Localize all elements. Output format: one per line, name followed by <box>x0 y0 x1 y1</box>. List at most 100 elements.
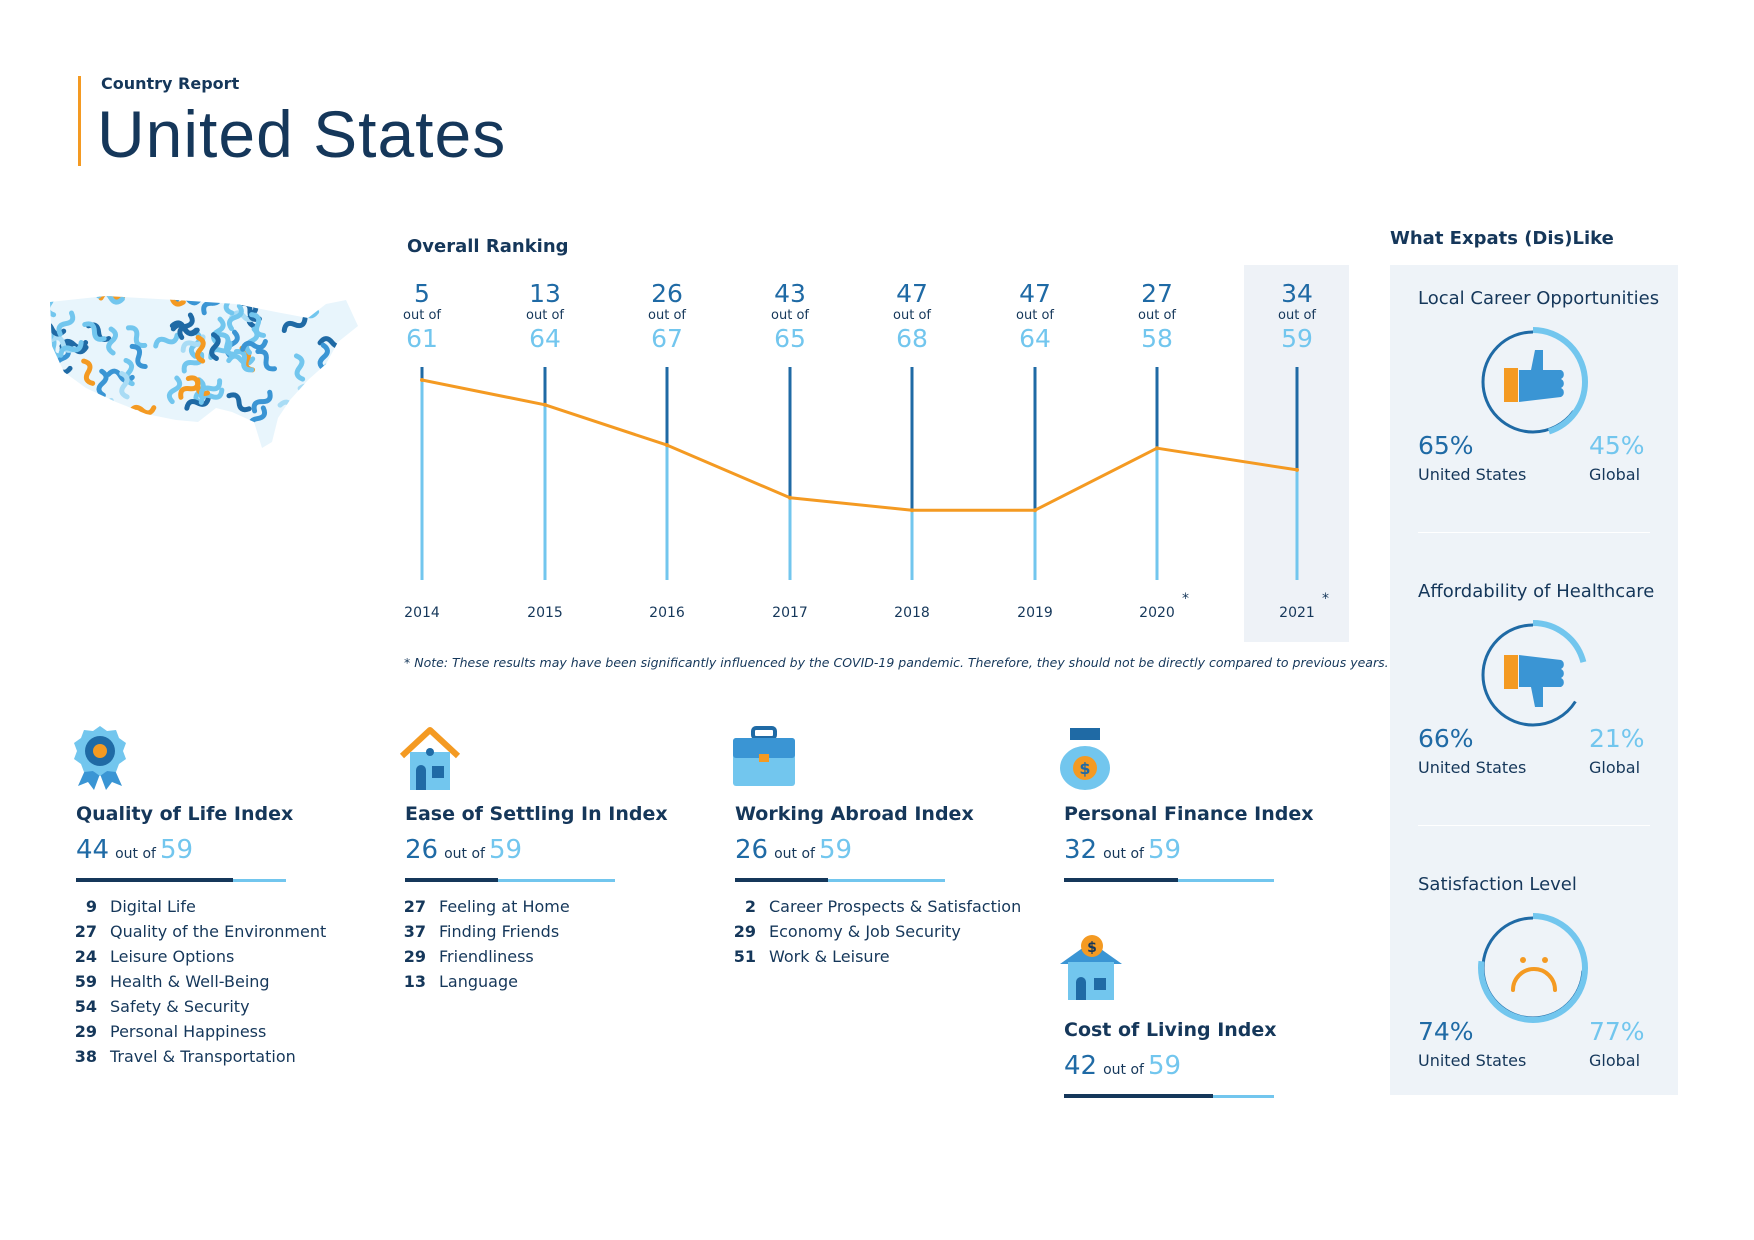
expat-item-title: Satisfaction Level <box>1418 874 1577 895</box>
subcategory-label: Career Prospects & Satisfaction <box>769 897 1022 916</box>
rank-value: 43 <box>774 279 806 308</box>
index-progress-bar <box>76 878 286 882</box>
svg-text:$: $ <box>1087 940 1097 956</box>
subcategory-rank: 51 <box>733 947 756 966</box>
index-score: 42 out of 59 <box>1064 1051 1277 1081</box>
expat-us-percent: 65% <box>1418 431 1474 460</box>
subcategory-label: Health & Well-Being <box>110 972 270 991</box>
year-tick-label: 2019 <box>1017 605 1053 621</box>
expat-donut-chart <box>1478 620 1588 730</box>
donut-global-arc <box>1478 913 1588 1023</box>
subcategory-rank: 13 <box>403 972 426 991</box>
index-block: Personal Finance Index 32 out of 59 <box>1064 803 1314 865</box>
title-accent-bar <box>78 76 81 166</box>
subcategory-row: 24 Leisure Options <box>73 944 326 969</box>
subcategory-rank: 9 <box>85 897 97 916</box>
index-block: Ease of Settling In Index 26 out of 59 <box>405 803 668 865</box>
subcategory-row: 54 Safety & Security <box>73 994 326 1019</box>
index-score-value: 26 <box>735 835 769 865</box>
subcategory-rank: 27 <box>403 897 426 916</box>
subcategory-row: 9 Digital Life <box>73 894 326 919</box>
sad-face-icon <box>1511 957 1557 992</box>
ranking-point <box>1033 508 1037 513</box>
rank-column-2020: 27 out of 58 <box>1112 280 1202 354</box>
subcategory-rank: 59 <box>74 972 97 991</box>
subcategory-rank: 29 <box>74 1022 97 1041</box>
index-block: Quality of Life Index 44 out of 59 <box>76 803 293 865</box>
subcategory-row: 29 Friendliness <box>402 944 570 969</box>
index-progress-fill <box>735 878 828 882</box>
index-progress-fill <box>1064 1094 1213 1098</box>
rank-out-of-label: out of <box>1016 308 1054 323</box>
rank-column-2021: 34 out of 59 <box>1252 280 1342 354</box>
rank-value: 26 <box>651 279 683 308</box>
ranking-point <box>665 443 669 448</box>
subcategory-label: Feeling at Home <box>439 897 570 916</box>
svg-text:$: $ <box>1079 759 1090 778</box>
index-title: Working Abroad Index <box>735 803 974 825</box>
index-out-of: out of <box>115 846 156 862</box>
year-tick-label: 2021 <box>1279 605 1315 621</box>
index-out-of: out of <box>774 846 815 862</box>
expat-global-percent: 21% <box>1589 724 1645 753</box>
money-bag-icon: $ <box>1060 728 1110 790</box>
expat-us-percent: 74% <box>1418 1017 1474 1046</box>
subcategory-label: Economy & Job Security <box>769 922 961 941</box>
subcategory-row: 51 Work & Leisure <box>732 944 1021 969</box>
index-progress-bar <box>405 878 615 882</box>
ranking-point <box>1155 446 1159 451</box>
rank-value: 5 <box>414 279 430 308</box>
rank-value: 34 <box>1281 279 1313 308</box>
us-map-illustration <box>50 296 358 448</box>
medal-icon <box>74 726 126 790</box>
rank-out-of-label: out of <box>1138 308 1176 323</box>
index-total: 59 <box>1147 835 1182 865</box>
house-icon <box>399 727 461 790</box>
subcategory-rank: 29 <box>403 947 426 966</box>
year-tick-label: 2017 <box>772 605 808 621</box>
index-total: 59 <box>818 835 853 865</box>
index-total: 59 <box>488 835 523 865</box>
page-title: United States <box>97 97 507 171</box>
rank-value: 27 <box>1141 279 1173 308</box>
index-out-of: out of <box>1103 1062 1144 1078</box>
index-subcategory-list: 27 Feeling at Home 37 Finding Friends 29 Frie… <box>402 894 570 994</box>
index-title: Ease of Settling In Index <box>405 803 668 825</box>
year-tick-label: 2016 <box>649 605 685 621</box>
ranking-trend-line <box>421 378 1298 512</box>
rank-total: 67 <box>651 324 683 353</box>
rank-out-of-label: out of <box>648 308 686 323</box>
rank-column-2019: 47 out of 64 <box>990 280 1080 354</box>
rank-out-of-label: out of <box>1278 308 1316 323</box>
ranking-point <box>420 378 424 382</box>
subcategory-label: Personal Happiness <box>110 1022 267 1041</box>
index-progress-fill <box>1064 878 1178 882</box>
expat-global-percent: 77% <box>1589 1017 1645 1046</box>
expat-donut-chart <box>1478 913 1588 1023</box>
index-score: 26 out of 59 <box>735 835 974 865</box>
expat-global-percent: 45% <box>1589 431 1645 460</box>
index-score-value: 32 <box>1064 835 1098 865</box>
rank-total: 61 <box>406 324 438 353</box>
footnote-star-2020: * <box>1182 591 1189 607</box>
subcategory-row: 38 Travel & Transportation <box>73 1044 326 1069</box>
donut-global-arc <box>1478 327 1588 437</box>
index-title: Quality of Life Index <box>76 803 294 825</box>
subcategory-label: Travel & Transportation <box>110 1047 296 1066</box>
rank-total: 59 <box>1281 324 1313 353</box>
briefcase-icon <box>733 726 795 786</box>
index-title: Cost of Living Index <box>1064 1019 1277 1041</box>
subcategory-label: Language <box>439 972 518 991</box>
index-score: 32 out of 59 <box>1064 835 1314 865</box>
expat-us-label: United States <box>1418 758 1527 777</box>
rank-total: 58 <box>1141 324 1173 353</box>
expat-global-label: Global <box>1589 1051 1641 1070</box>
rank-column-2017: 43 out of 65 <box>745 280 835 354</box>
subcategory-rank: 27 <box>74 922 97 941</box>
subcategory-label: Quality of the Environment <box>110 922 327 941</box>
subcategory-row: 59 Health & Well-Being <box>73 969 326 994</box>
index-subcategory-list: 2 Career Prospects & Satisfaction 29 Econom… <box>732 894 1022 969</box>
rank-total: 65 <box>774 324 806 353</box>
rank-value: 13 <box>529 279 561 308</box>
